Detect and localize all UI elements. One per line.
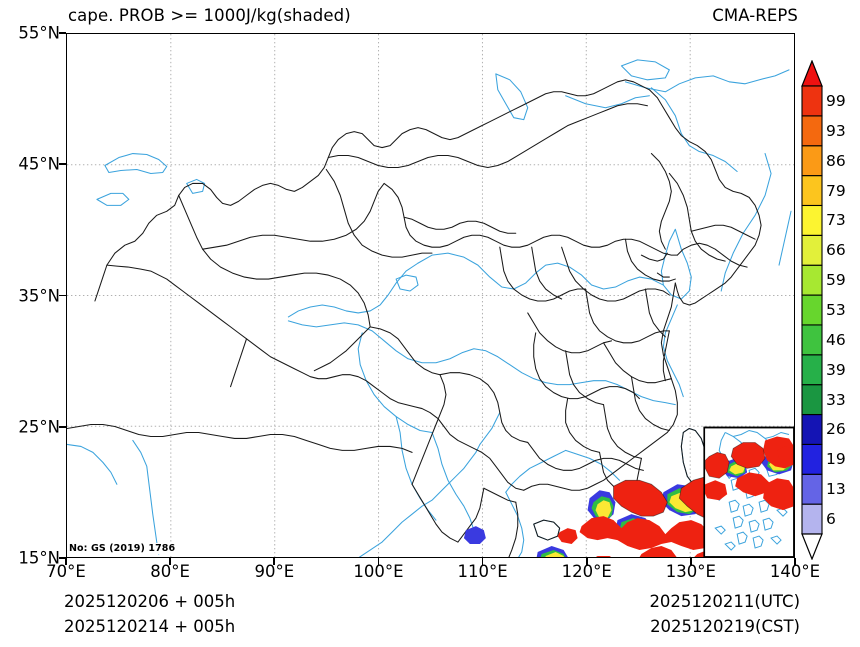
x-tick-label: 90°E	[254, 562, 295, 581]
model-label: CMA-REPS	[712, 6, 798, 25]
colorbar-swatches	[801, 60, 823, 560]
colorbar-swatch	[801, 384, 823, 416]
valid-time-utc: 2025120211(UTC)	[649, 592, 800, 611]
colorbar-tick-label: 46	[826, 330, 846, 349]
colorbar-tick-label: 99	[826, 91, 846, 110]
y-tick-label: 15°N	[18, 548, 60, 568]
colorbar-tick-label: 6	[826, 510, 836, 529]
colorbar-swatch	[801, 204, 823, 236]
colorbar-top-cap	[801, 60, 823, 87]
x-tick-mark	[377, 558, 380, 565]
valid-time-cst: 2025120219(CST)	[650, 617, 800, 636]
y-tick-mark	[59, 294, 66, 297]
colorbar-swatch	[801, 145, 823, 177]
x-tick-mark	[794, 558, 796, 565]
colorbar-swatch	[801, 354, 823, 386]
y-tick-label: 55°N	[18, 23, 60, 43]
x-tick-mark	[273, 558, 276, 565]
y-tick-mark	[59, 163, 66, 166]
colorbar-swatch	[801, 234, 823, 266]
x-tick-label: 80°E	[150, 562, 190, 581]
colorbar-tick-label: 53	[826, 301, 846, 319]
colorbar-tick-label: 26	[826, 420, 846, 439]
x-tick-label: 70°E	[46, 562, 86, 581]
inset-panel	[703, 426, 794, 557]
colorbar-swatch	[801, 115, 823, 147]
probability-shading-layer	[463, 426, 794, 557]
x-tick-mark	[585, 558, 588, 565]
colorbar-swatch	[801, 473, 823, 505]
y-tick-mark	[59, 557, 66, 559]
x-tick-label: 140°E	[769, 562, 821, 581]
map-plot-area	[66, 33, 795, 558]
colorbar-tick-label: 59	[826, 271, 846, 290]
colorbar-tick-label: 79	[826, 181, 846, 200]
map-credit: No: GS (2019) 1786	[68, 543, 177, 554]
x-tick-label: 120°E	[561, 562, 612, 581]
x-tick-mark	[169, 558, 171, 565]
colorbar-swatch	[801, 503, 823, 535]
y-tick-mark	[59, 425, 66, 428]
y-tick-label: 25°N	[18, 417, 60, 437]
colorbar-tick-label: 19	[826, 450, 846, 469]
x-tick-mark	[481, 558, 484, 565]
administrative-boundaries	[67, 79, 762, 557]
colorbar-swatch	[801, 85, 823, 117]
page-title: cape. PROB >= 1000J/kg(shaded)	[68, 6, 351, 25]
y-tick-label: 35°N	[18, 286, 60, 305]
colorbar-swatch	[801, 413, 823, 445]
colorbar-swatch	[801, 324, 823, 356]
colorbar-swatch	[801, 443, 823, 475]
init-time-utc: 2025120206 + 005h	[64, 592, 236, 611]
map-svg	[67, 34, 794, 557]
colorbar-tick-label: 13	[826, 480, 846, 499]
y-tick-label: 45°N	[18, 154, 60, 174]
init-time-cst: 2025120214 + 005h	[64, 617, 236, 636]
colorbar-tick-label: 39	[826, 360, 846, 379]
colorbar: 99 93 86 79 73 66 59 53 46 39 33 26 19 13 6	[800, 60, 860, 560]
x-tick-mark	[690, 558, 692, 565]
colorbar-tick-label: 86	[826, 151, 846, 170]
x-tick-label: 100°E	[353, 562, 404, 581]
colorbar-tick-label: 66	[826, 241, 846, 260]
colorbar-tick-label: 73	[826, 211, 846, 230]
colorbar-swatch	[801, 294, 823, 326]
colorbar-swatch	[801, 175, 823, 207]
colorbar-tick-label: 93	[826, 121, 846, 140]
y-tick-mark	[59, 32, 66, 34]
colorbar-swatch	[801, 264, 823, 296]
x-tick-label: 130°E	[665, 562, 716, 581]
colorbar-bottom-cap	[801, 533, 823, 560]
x-tick-label: 110°E	[457, 562, 508, 581]
x-tick-mark	[65, 558, 67, 565]
gridlines	[67, 34, 794, 557]
colorbar-tick-label: 33	[826, 390, 846, 409]
